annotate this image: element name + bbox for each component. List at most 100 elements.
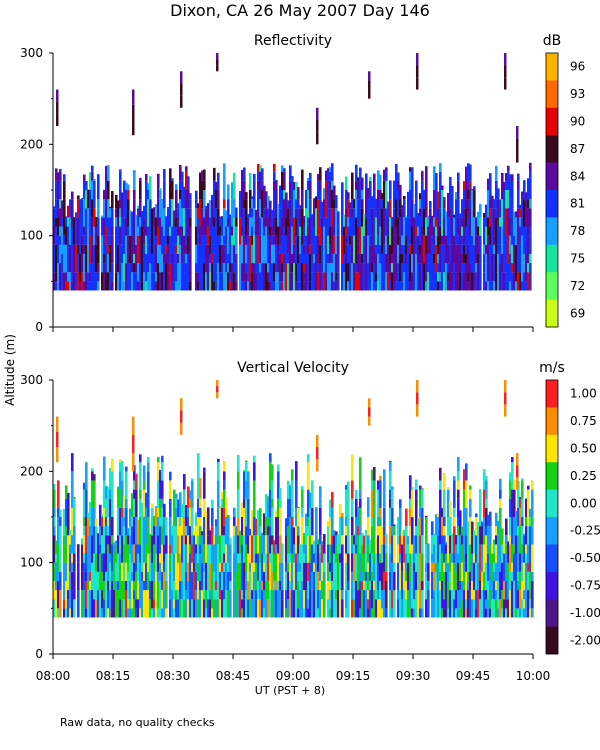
heatmap-cell (391, 253, 394, 264)
heatmap-cell (229, 235, 232, 264)
heatmap-cell (513, 235, 516, 245)
heatmap-cell (103, 526, 106, 554)
heatmap-cell (459, 562, 462, 581)
heatmap-cell (283, 199, 286, 227)
heatmap-cell (255, 590, 258, 600)
heatmap-cell (511, 263, 514, 273)
heatmap-cell (261, 532, 264, 545)
heatmap-cell (391, 608, 394, 618)
heatmap-cell (433, 166, 436, 190)
heatmap-cell (275, 590, 278, 618)
heatmap-cell (365, 529, 368, 545)
heatmap-cell (301, 486, 304, 490)
heatmap-cell (253, 263, 256, 291)
heatmap-cell (525, 199, 528, 227)
heatmap-cell (219, 599, 222, 618)
heatmap-cell (495, 535, 498, 545)
heatmap-cell (361, 190, 364, 200)
heatmap-cell (203, 190, 206, 218)
heatmap-cell (457, 480, 460, 490)
heatmap-cell (345, 517, 348, 527)
heatmap-cell (509, 562, 512, 572)
heatmap-cell (525, 498, 528, 517)
heatmap-cell (381, 544, 384, 563)
heatmap-cell (101, 244, 104, 273)
y-tick-label: 200 (20, 137, 43, 151)
heatmap-cell (69, 272, 72, 291)
heatmap-cell (265, 208, 268, 227)
heatmap-cell (83, 535, 86, 554)
heatmap-cell (221, 562, 224, 572)
heatmap-cell (339, 562, 342, 591)
heatmap-cell (133, 498, 136, 517)
heatmap-cell (109, 590, 112, 618)
heatmap-cell (311, 535, 314, 545)
heatmap-cell (373, 562, 376, 581)
heatmap-cell (375, 281, 378, 291)
heatmap-cell (97, 281, 100, 291)
heatmap-cell (431, 215, 434, 236)
heatmap-cell (69, 217, 72, 245)
heatmap-cell (179, 180, 182, 190)
heatmap-cell (521, 553, 524, 563)
heatmap-cell (53, 206, 56, 209)
heatmap-cell (65, 535, 68, 545)
heatmap-cell (179, 517, 182, 527)
heatmap-cell (127, 235, 130, 264)
heatmap-cell (81, 199, 84, 218)
heatmap-cell (381, 253, 384, 282)
heatmap-cell (519, 571, 522, 591)
heatmap-cell (411, 608, 414, 618)
heatmap-cell (67, 272, 70, 282)
heatmap-cell (141, 211, 144, 227)
heatmap-cell (189, 526, 192, 536)
heatmap-cell (87, 517, 90, 536)
heatmap-cell (379, 226, 382, 245)
heatmap-cell (225, 253, 228, 273)
heatmap-cell (99, 553, 102, 563)
heatmap-cell (425, 190, 428, 218)
heatmap-cell (493, 599, 496, 618)
heatmap-cell (299, 571, 302, 591)
heatmap-cell (383, 217, 386, 245)
heatmap-cell (197, 263, 200, 273)
heatmap-cell (195, 199, 198, 209)
heatmap-cell (419, 199, 422, 209)
heatmap-cell (117, 580, 120, 591)
heatmap-cell (319, 507, 322, 536)
heatmap-cell (359, 253, 362, 264)
heatmap-cell (497, 535, 500, 545)
heatmap-cell (325, 170, 328, 181)
heatmap-cell (419, 253, 422, 264)
heatmap-cell (285, 590, 288, 609)
heatmap-cell (421, 580, 424, 591)
heatmap-cell (487, 263, 490, 282)
heatmap-cell (525, 253, 528, 282)
heatmap-cell (503, 244, 506, 273)
heatmap-cell (425, 562, 428, 572)
heatmap-cell (397, 590, 400, 600)
heatmap-cell (245, 199, 248, 227)
heatmap-cell (191, 544, 194, 563)
heatmap-cell (319, 190, 322, 200)
heatmap-cell (161, 498, 164, 508)
heatmap-cell (105, 272, 108, 291)
heatmap-cell (517, 190, 520, 209)
heatmap-cell (511, 174, 514, 181)
heatmap-cell (163, 517, 166, 545)
heatmap-cell (289, 272, 292, 291)
heatmap-cell (329, 171, 332, 181)
heatmap-cell (205, 562, 208, 591)
heatmap-cell (157, 244, 160, 264)
heatmap-cell (159, 517, 162, 527)
heatmap-cell (83, 562, 86, 591)
heatmap-cell (107, 526, 110, 536)
heatmap-cell (465, 208, 468, 227)
colorbar-tick-label: 72 (570, 279, 585, 293)
heatmap-cell (151, 535, 154, 563)
heatmap-cell (223, 199, 226, 209)
heatmap-cell (457, 498, 460, 517)
colorbar-tick-label: 0.50 (570, 442, 597, 456)
heatmap-cell (447, 272, 450, 282)
heatmap-cell (281, 562, 284, 591)
